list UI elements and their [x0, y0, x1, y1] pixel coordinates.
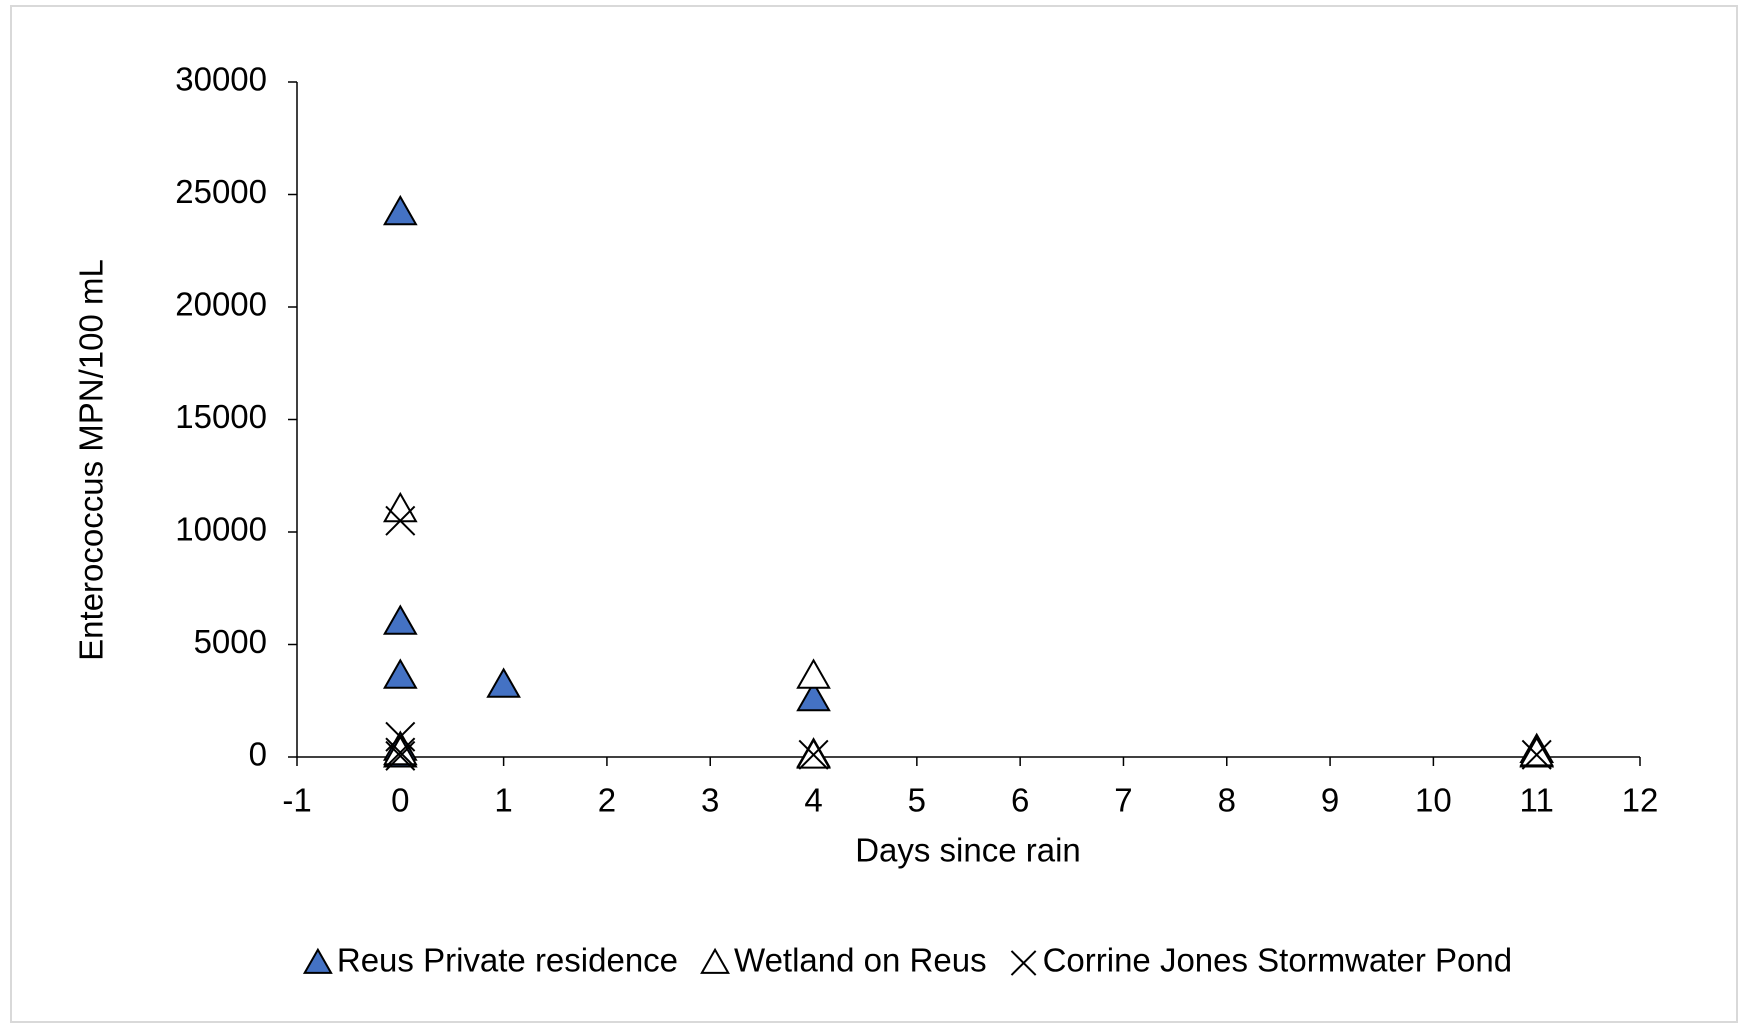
- x-tick-label: 10: [1415, 782, 1452, 819]
- data-point: [1519, 736, 1555, 767]
- data-point: [382, 734, 418, 766]
- x-tick-label: 11: [1520, 782, 1554, 819]
- y-axis-title: Enterococcus MPN/100 mL: [73, 259, 110, 661]
- data-point: [798, 739, 829, 770]
- legend-marker: [1010, 950, 1037, 976]
- data-point: [1521, 739, 1552, 770]
- y-tick-label: 30000: [175, 61, 267, 98]
- data-point: [382, 194, 418, 226]
- x-tick-label: -1: [282, 782, 311, 819]
- x-tick-label: 9: [1321, 782, 1339, 819]
- x-tick-label: 4: [804, 782, 822, 819]
- y-tick-label: 15000: [175, 398, 267, 435]
- data-point: [385, 740, 416, 771]
- data-point: [796, 680, 831, 712]
- x-tick-label: 2: [598, 782, 616, 819]
- data-point: [382, 658, 418, 689]
- legend-label: Wetland on Reus: [734, 942, 987, 979]
- y-tick-label: 5000: [194, 623, 267, 660]
- legend-marker: [700, 947, 730, 974]
- x-tick-label: 12: [1622, 782, 1659, 819]
- data-point: [486, 667, 521, 698]
- x-axis-title: Days since rain: [855, 832, 1081, 869]
- data-point: [382, 604, 418, 635]
- y-tick-label: 20000: [175, 286, 267, 323]
- x-tick-label: 8: [1218, 782, 1236, 819]
- data-point: [385, 505, 416, 536]
- x-tick-label: 1: [494, 782, 512, 819]
- legend-marker: [302, 947, 333, 974]
- y-tick-label: 25000: [175, 173, 267, 210]
- y-tick-label: 0: [249, 736, 267, 773]
- x-tick-label: 7: [1114, 782, 1132, 819]
- x-tick-label: 5: [908, 782, 926, 819]
- legend-label: Reus Private residence: [337, 942, 678, 979]
- x-tick-label: 0: [391, 782, 409, 819]
- x-tick-label: 3: [701, 782, 719, 819]
- data-point: [385, 737, 416, 768]
- chart-frame: [10, 5, 1738, 1023]
- y-tick-label: 10000: [175, 511, 267, 548]
- legend-label: Corrine Jones Stormwater Pond: [1043, 942, 1513, 979]
- x-tick-label: 6: [1011, 782, 1029, 819]
- data-point: [796, 658, 831, 689]
